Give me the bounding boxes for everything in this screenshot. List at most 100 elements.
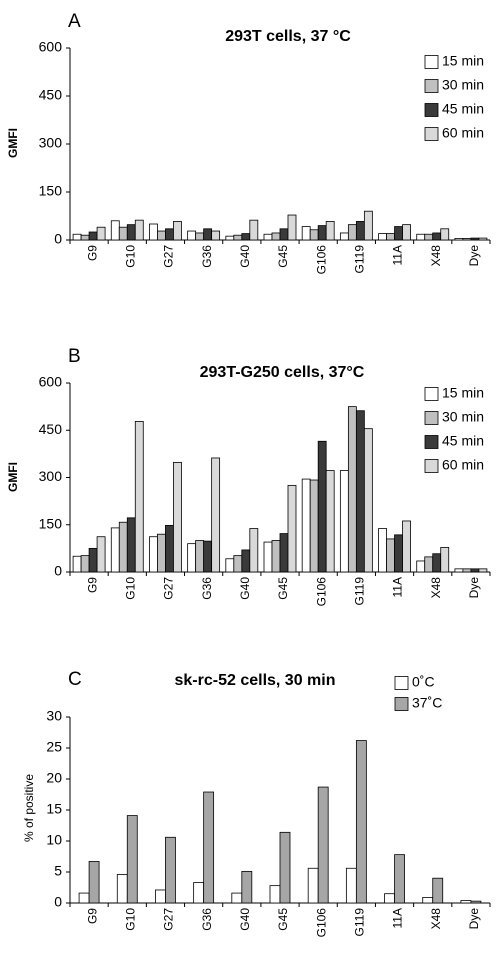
legend-swatch [424,127,439,141]
x-tick-label: G10 [123,577,137,600]
legend-label: 0˚C [412,674,435,690]
x-tick-label: X48 [429,908,443,930]
y-tick-label: 15 [46,801,62,817]
y-axis-label: % of positive [22,774,36,842]
y-axis-label: GMFI [6,128,20,158]
bar [402,224,411,241]
x-tick-label: 11A [391,245,405,265]
x-tick-label: 11A [391,577,405,597]
x-tick-label: Dye [467,577,481,599]
x-tick-label: G106 [314,908,328,938]
bar [422,897,434,904]
x-tick-label: G36 [200,577,214,600]
bar [460,900,472,904]
y-tick-label: 25 [46,739,62,755]
y-tick-label: 450 [39,87,63,103]
y-tick-label: 10 [46,832,62,848]
bar [384,893,395,904]
bar [193,882,205,904]
legend-swatch [424,435,439,449]
bar [325,221,335,241]
bar [363,428,373,573]
y-tick-label: 300 [39,468,63,484]
bar [394,854,405,904]
x-tick-label: Dye [467,245,481,267]
x-tick-label: G119 [353,908,367,937]
legend-swatch [424,79,439,93]
x-tick-label: G9 [85,245,99,261]
bar [116,874,128,904]
y-tick-label: 150 [39,183,63,199]
legend-label: 37˚C [412,695,442,711]
legend-swatch [424,387,439,401]
bar [279,831,291,904]
bar [269,885,281,904]
y-tick-label: 600 [39,374,63,390]
bar [241,870,253,904]
legend-swatch [424,411,439,425]
x-tick-label: Dye [467,908,481,930]
bar [470,900,482,904]
y-tick-label: 450 [39,421,63,437]
legend-label: 30 min [442,77,484,93]
x-tick-label: G27 [162,908,176,931]
x-tick-label: G119 [353,245,367,274]
legend-label: 30 min [442,409,484,425]
chart-panel-a: A 293T cells, 37 °C GMFI 0 150 300 450 600 G9 G10… [6,11,491,275]
y-tick-label: 0 [54,894,62,910]
x-tick-label: G27 [162,577,176,600]
bar [317,786,329,904]
legend-swatch [424,103,439,117]
x-tick-label: G36 [200,245,214,268]
panel-letter: B [68,346,81,367]
panel-letter: C [68,669,82,690]
x-tick-label: G27 [162,245,176,268]
x-tick-label: G45 [276,245,290,268]
bar [96,226,106,241]
y-tick-label: 300 [39,135,63,151]
bar [211,457,221,573]
bar [211,230,221,241]
x-tick-label: G10 [123,908,137,931]
legend-swatch [394,697,409,711]
y-tick-label: 0 [54,563,62,579]
bar [249,219,259,241]
bar [355,740,367,904]
y-axis-label: GMFI [6,462,20,492]
bar [231,892,243,904]
chart-title: 293T-G250 cells, 37°C [200,364,365,381]
x-tick-label: G36 [200,908,214,931]
x-tick-label: G45 [276,908,290,931]
bar [325,470,335,573]
y-tick-label: 30 [46,708,62,724]
bar [478,568,488,573]
y-tick-label: 20 [46,770,62,786]
y-tick-label: 150 [39,515,63,531]
legend-swatch [424,459,439,473]
bar [287,484,297,573]
x-tick-label: G45 [276,577,290,600]
bar [440,547,450,573]
bar [134,421,144,573]
x-tick-label: G40 [238,245,252,268]
x-tick-label: G119 [353,577,367,606]
x-tick-label: G40 [238,577,252,600]
legend-swatch [394,676,409,690]
legend-label: 15 min [442,385,484,401]
bar [173,221,182,241]
bar [88,861,100,904]
bar [432,877,444,904]
x-tick-label: X48 [429,577,443,599]
chart-panel-b: B 293T-G250 cells, 37°C GMFI 0 150 300 450 600 G… [6,346,491,606]
y-tick-label: 0 [54,231,62,247]
x-tick-label: G9 [85,577,99,593]
bar [402,520,411,573]
x-tick-label: G106 [314,245,328,275]
chart-title: sk-rc-52 cells, 30 min [175,672,336,689]
bar [165,836,176,904]
bar [307,867,319,904]
bar [173,461,182,573]
x-tick-label: 11A [391,908,405,928]
legend-swatch [424,55,439,69]
